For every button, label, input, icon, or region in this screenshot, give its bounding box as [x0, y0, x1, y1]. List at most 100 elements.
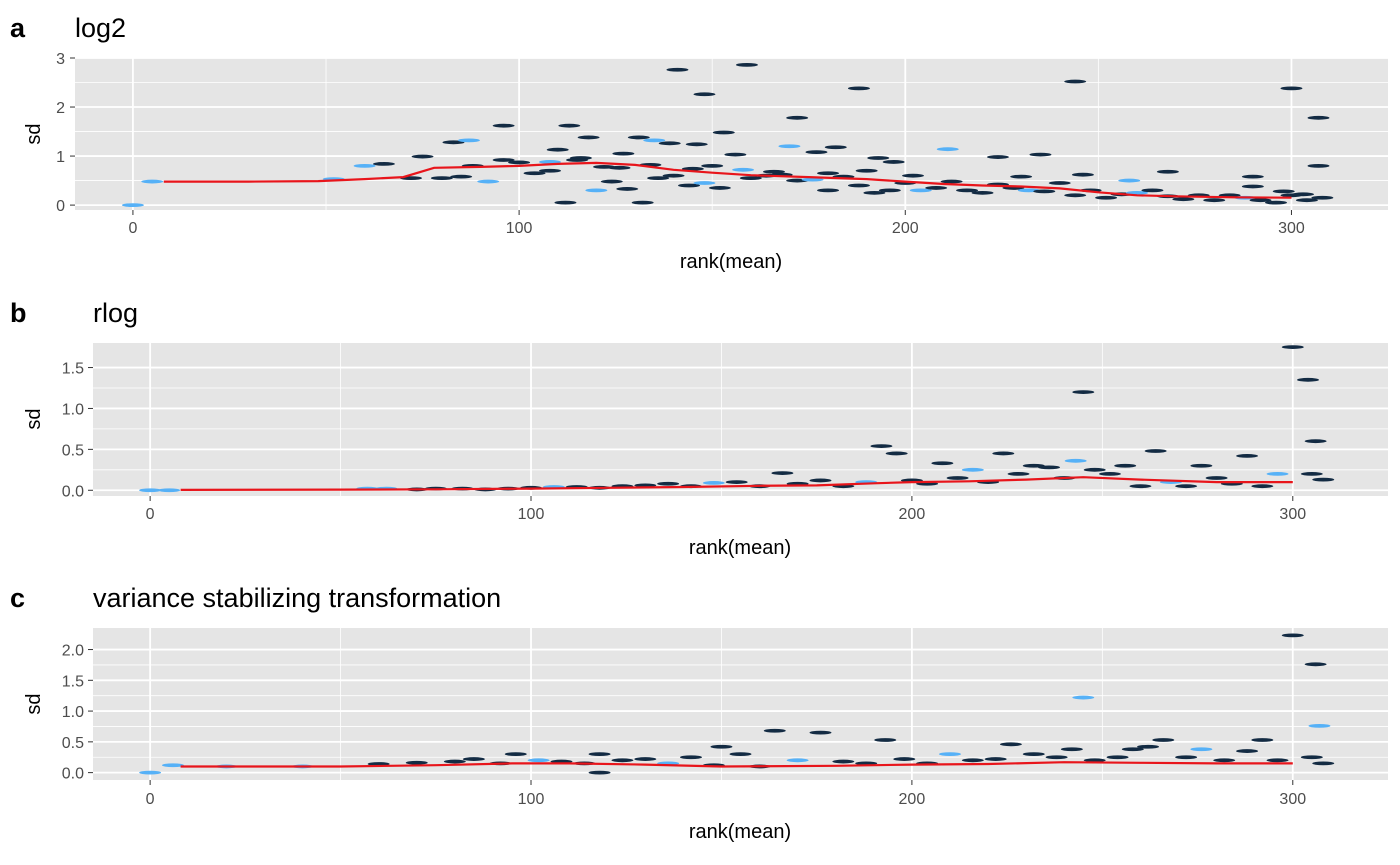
hexbin-point-105 — [902, 173, 925, 178]
y-tick-label-3: 3 — [56, 51, 65, 68]
hexbin-point-17 — [585, 188, 608, 193]
hexbin-point-63 — [1295, 198, 1318, 203]
hexbin-point-0 — [139, 488, 162, 493]
hexbin-point-73 — [643, 138, 666, 143]
hexbin-point-86 — [882, 160, 905, 164]
hexbin-point-54 — [1297, 377, 1320, 382]
panel-c-y-ticks: 0.0 0.5 1.0 1.5 2.0 — [62, 643, 93, 783]
panel-b-background — [93, 343, 1388, 496]
y-tick-label-0: 0.0 — [62, 483, 84, 500]
hexbin-point-36 — [1045, 755, 1068, 760]
hexbin-point-35 — [863, 190, 886, 195]
hexbin-point-15 — [554, 200, 577, 205]
hexbin-point-64 — [1311, 195, 1334, 200]
hexbin-point-44 — [1175, 755, 1198, 760]
panel-a-trend — [163, 161, 1292, 199]
panel-a: a log2 0 100 200 300 0 1 2 3 rank(mean) sd — [10, 13, 1388, 273]
hexbin-point-82 — [805, 150, 828, 155]
hexbin-point-53 — [1281, 345, 1304, 349]
trend-line — [180, 761, 1293, 768]
hexbin-point-76 — [685, 142, 708, 147]
hexbin-point-25 — [870, 444, 893, 448]
hexbin-point-47 — [1048, 181, 1071, 185]
hexbin-point-24 — [786, 758, 809, 763]
hexbin-point-25 — [708, 186, 731, 190]
hexbin-point-80 — [778, 144, 801, 149]
hexbin-point-102 — [762, 169, 785, 174]
hexbin-point-44 — [1144, 449, 1167, 453]
hexbin-point-56 — [1300, 472, 1323, 476]
y-tick-label-2: 2 — [56, 100, 65, 117]
hexbin-point-22 — [662, 173, 685, 178]
hexbin-point-100 — [701, 163, 724, 168]
hexbin-point-14 — [588, 770, 611, 775]
hexbin-point-15 — [657, 481, 680, 486]
panel-c-y-axis-title: sd — [23, 693, 45, 714]
hexbin-point-6 — [411, 154, 434, 159]
hexbin-point-29 — [931, 461, 954, 466]
x-tick-label-0: 0 — [146, 506, 155, 523]
hexbin-point-28 — [874, 738, 897, 742]
hexbin-point-93 — [1307, 163, 1330, 168]
hexbin-point-41 — [1098, 472, 1121, 476]
hexbin-point-6 — [443, 759, 466, 764]
hexbin-point-39 — [1083, 758, 1106, 763]
hexbin-point-101 — [732, 167, 755, 172]
panel-c-x-axis-title: rank(mean) — [689, 821, 791, 843]
hexbin-point-51 — [1251, 484, 1274, 489]
hexbin-point-46 — [1213, 758, 1236, 763]
hexbin-point-45 — [1190, 747, 1213, 752]
hexbin-point-20 — [631, 200, 654, 205]
panel-b-label: b — [10, 298, 27, 328]
hexbin-point-46 — [1175, 484, 1198, 489]
hexbin-point-39 — [1072, 390, 1095, 394]
hexbin-point-42 — [1114, 463, 1137, 468]
hexbin-point-41 — [1121, 747, 1144, 752]
panel-a-y-ticks: 0 1 2 3 — [56, 51, 75, 215]
hexbin-point-48 — [1064, 193, 1087, 198]
hexbin-point-52 — [1308, 723, 1331, 728]
panel-a-label: a — [10, 13, 26, 43]
hexbin-point-55 — [1304, 439, 1327, 444]
hexbin-point-47 — [1190, 463, 1213, 468]
panel-a-title: log2 — [75, 13, 126, 43]
panel-c-points — [139, 633, 1335, 775]
y-tick-label-3: 1.5 — [62, 673, 84, 690]
panel-b-x-axis-title: rank(mean) — [689, 537, 791, 559]
hexbin-point-24 — [693, 181, 716, 185]
hexbin-point-52 — [1266, 472, 1289, 476]
hexbin-point-21 — [647, 176, 670, 181]
x-tick-label-0: 0 — [128, 220, 137, 237]
x-tick-label-3: 300 — [1279, 791, 1306, 808]
hexbin-point-31 — [801, 177, 824, 182]
hexbin-point-112 — [1272, 189, 1295, 194]
panel-a-x-ticks: 0 100 200 300 — [128, 210, 1305, 237]
hexbin-point-29 — [893, 757, 916, 761]
hexbin-point-110 — [1241, 174, 1264, 179]
hexbin-point-20 — [710, 744, 733, 749]
panel-b-y-axis-title: sd — [23, 408, 45, 429]
hexbin-point-23 — [678, 183, 701, 188]
hexbin-point-13 — [588, 752, 611, 757]
panel-b-x-ticks: 0 100 200 300 — [146, 496, 1306, 523]
hexbin-point-81 — [786, 115, 809, 120]
hexbin-point-18 — [725, 480, 748, 484]
hexbin-point-50 — [1095, 195, 1118, 200]
hexbin-point-94 — [538, 160, 561, 164]
hexbin-point-50 — [1281, 633, 1304, 638]
hexbin-point-8 — [450, 174, 473, 179]
x-tick-label-2: 200 — [899, 791, 926, 808]
hexbin-point-43 — [1129, 484, 1152, 489]
x-tick-label-2: 200 — [892, 220, 919, 237]
y-tick-label-2: 1.0 — [62, 704, 84, 721]
panel-a-gridlines — [75, 57, 1388, 210]
hexbin-point-43 — [1152, 738, 1175, 742]
hexbin-point-3 — [353, 163, 376, 168]
hexbin-point-38 — [909, 188, 932, 193]
hexbin-point-33 — [992, 451, 1015, 456]
hexbin-point-1 — [158, 488, 181, 493]
panel-b-y-ticks: 0.0 0.5 1.0 1.5 — [62, 361, 93, 500]
hexbin-point-26 — [832, 759, 855, 764]
y-tick-label-1: 0.5 — [62, 735, 84, 752]
hexbin-point-65 — [442, 140, 465, 145]
